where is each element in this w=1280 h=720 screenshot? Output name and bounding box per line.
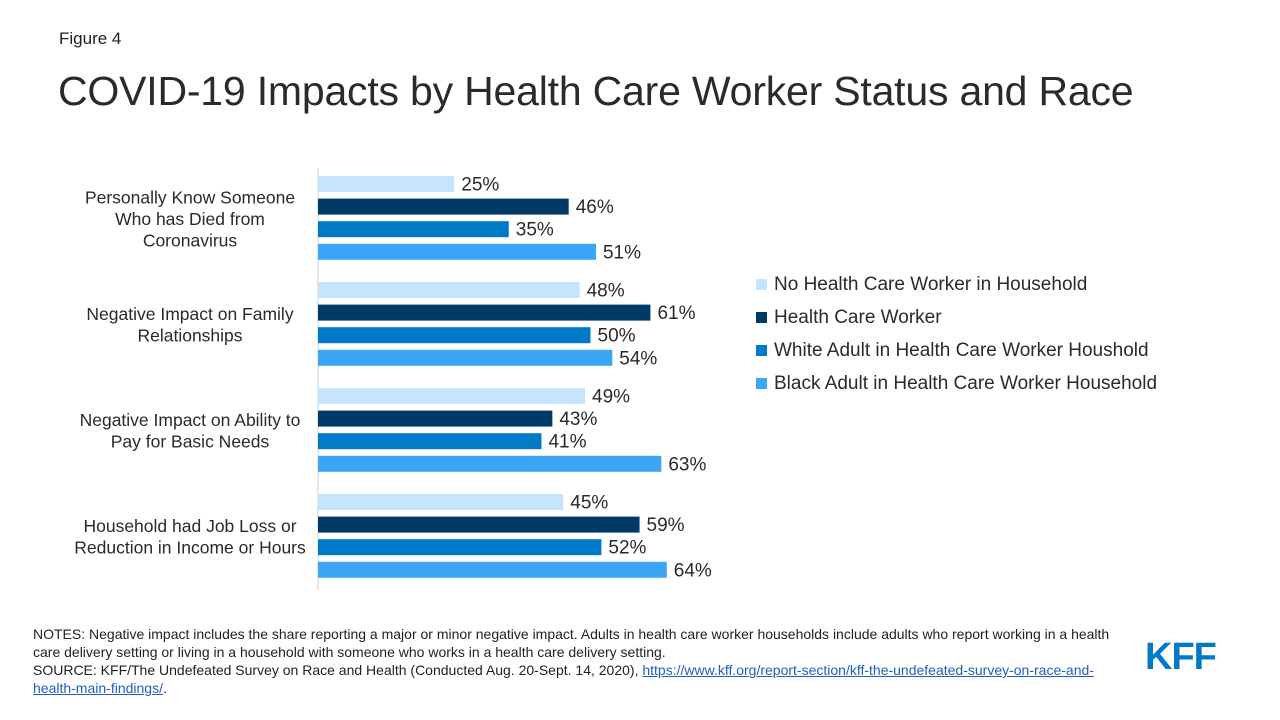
category-label: Household had Job Loss or Reduction in In… bbox=[74, 516, 306, 558]
data-label: 41% bbox=[548, 432, 586, 453]
source-text: SOURCE: KFF/The Undefeated Survey on Rac… bbox=[33, 662, 643, 678]
bar bbox=[318, 221, 509, 238]
bar bbox=[318, 349, 613, 366]
data-label: 63% bbox=[668, 454, 706, 475]
bar bbox=[318, 410, 553, 427]
legend-swatch-1 bbox=[756, 279, 767, 290]
bar-chart: Personally Know Someone Who has Died from… bbox=[74, 168, 712, 590]
legend-item-1: No Health Care Worker in Household bbox=[756, 268, 1157, 301]
data-label: 25% bbox=[461, 175, 499, 196]
bar bbox=[318, 327, 591, 344]
source-end: . bbox=[162, 680, 167, 696]
category-label: Personally Know Someone Who has Died from… bbox=[85, 187, 295, 250]
data-label: 43% bbox=[559, 409, 597, 430]
data-label: 48% bbox=[587, 281, 625, 302]
bar bbox=[318, 516, 640, 533]
data-label: 51% bbox=[603, 242, 641, 263]
data-label: 64% bbox=[674, 560, 712, 581]
bar bbox=[318, 282, 580, 298]
category-label: Negative Impact on Ability to Pay for Bas… bbox=[80, 410, 301, 452]
data-label: 50% bbox=[598, 326, 636, 347]
notes-text: NOTES: Negative impact includes the shar… bbox=[33, 626, 1110, 660]
legend-swatch-4 bbox=[756, 378, 767, 389]
bar bbox=[318, 433, 542, 450]
figure-label: Figure 4 bbox=[59, 29, 122, 48]
data-label: 52% bbox=[608, 538, 646, 559]
bar bbox=[318, 243, 596, 260]
chart-title: COVID-19 Impacts by Health Care Worker S… bbox=[58, 68, 1134, 114]
bar bbox=[318, 304, 651, 321]
source-line: SOURCE: KFF/The Undefeated Survey on Rac… bbox=[33, 661, 1113, 697]
bar bbox=[318, 176, 455, 192]
kff-logo: KFF bbox=[1145, 636, 1217, 678]
bar bbox=[318, 539, 602, 556]
data-label: 35% bbox=[516, 220, 554, 241]
data-label: 54% bbox=[619, 348, 657, 369]
legend-label-4: Black Adult in Health Care Worker Househ… bbox=[774, 372, 1158, 394]
category-label: Negative Impact on Family Relationships bbox=[86, 304, 293, 346]
bar bbox=[318, 455, 662, 472]
bar bbox=[318, 561, 667, 578]
bar bbox=[318, 494, 564, 510]
data-label: 49% bbox=[592, 387, 630, 408]
legend-label-3: White Adult in Health Care Worker Housho… bbox=[774, 339, 1149, 361]
data-label: 46% bbox=[576, 197, 614, 218]
legend-item-3: White Adult in Health Care Worker Housho… bbox=[756, 334, 1157, 367]
data-label: 59% bbox=[647, 515, 685, 536]
legend-swatch-3 bbox=[756, 345, 767, 356]
data-label: 45% bbox=[570, 493, 608, 514]
legend-swatch-2 bbox=[756, 312, 767, 323]
legend: No Health Care Worker in Household Healt… bbox=[756, 268, 1157, 400]
bar bbox=[318, 388, 586, 404]
notes-block: NOTES: Negative impact includes the shar… bbox=[33, 625, 1113, 697]
data-label: 61% bbox=[657, 303, 695, 324]
legend-item-4: Black Adult in Health Care Worker Househ… bbox=[756, 367, 1157, 400]
legend-label-1: No Health Care Worker in Household bbox=[774, 273, 1088, 295]
legend-label-2: Health Care Worker bbox=[774, 306, 942, 328]
legend-item-2: Health Care Worker bbox=[756, 301, 1157, 334]
bar bbox=[318, 198, 569, 215]
source-link[interactable]: https://www.kff.org/report-section/kff-t… bbox=[33, 662, 1094, 696]
